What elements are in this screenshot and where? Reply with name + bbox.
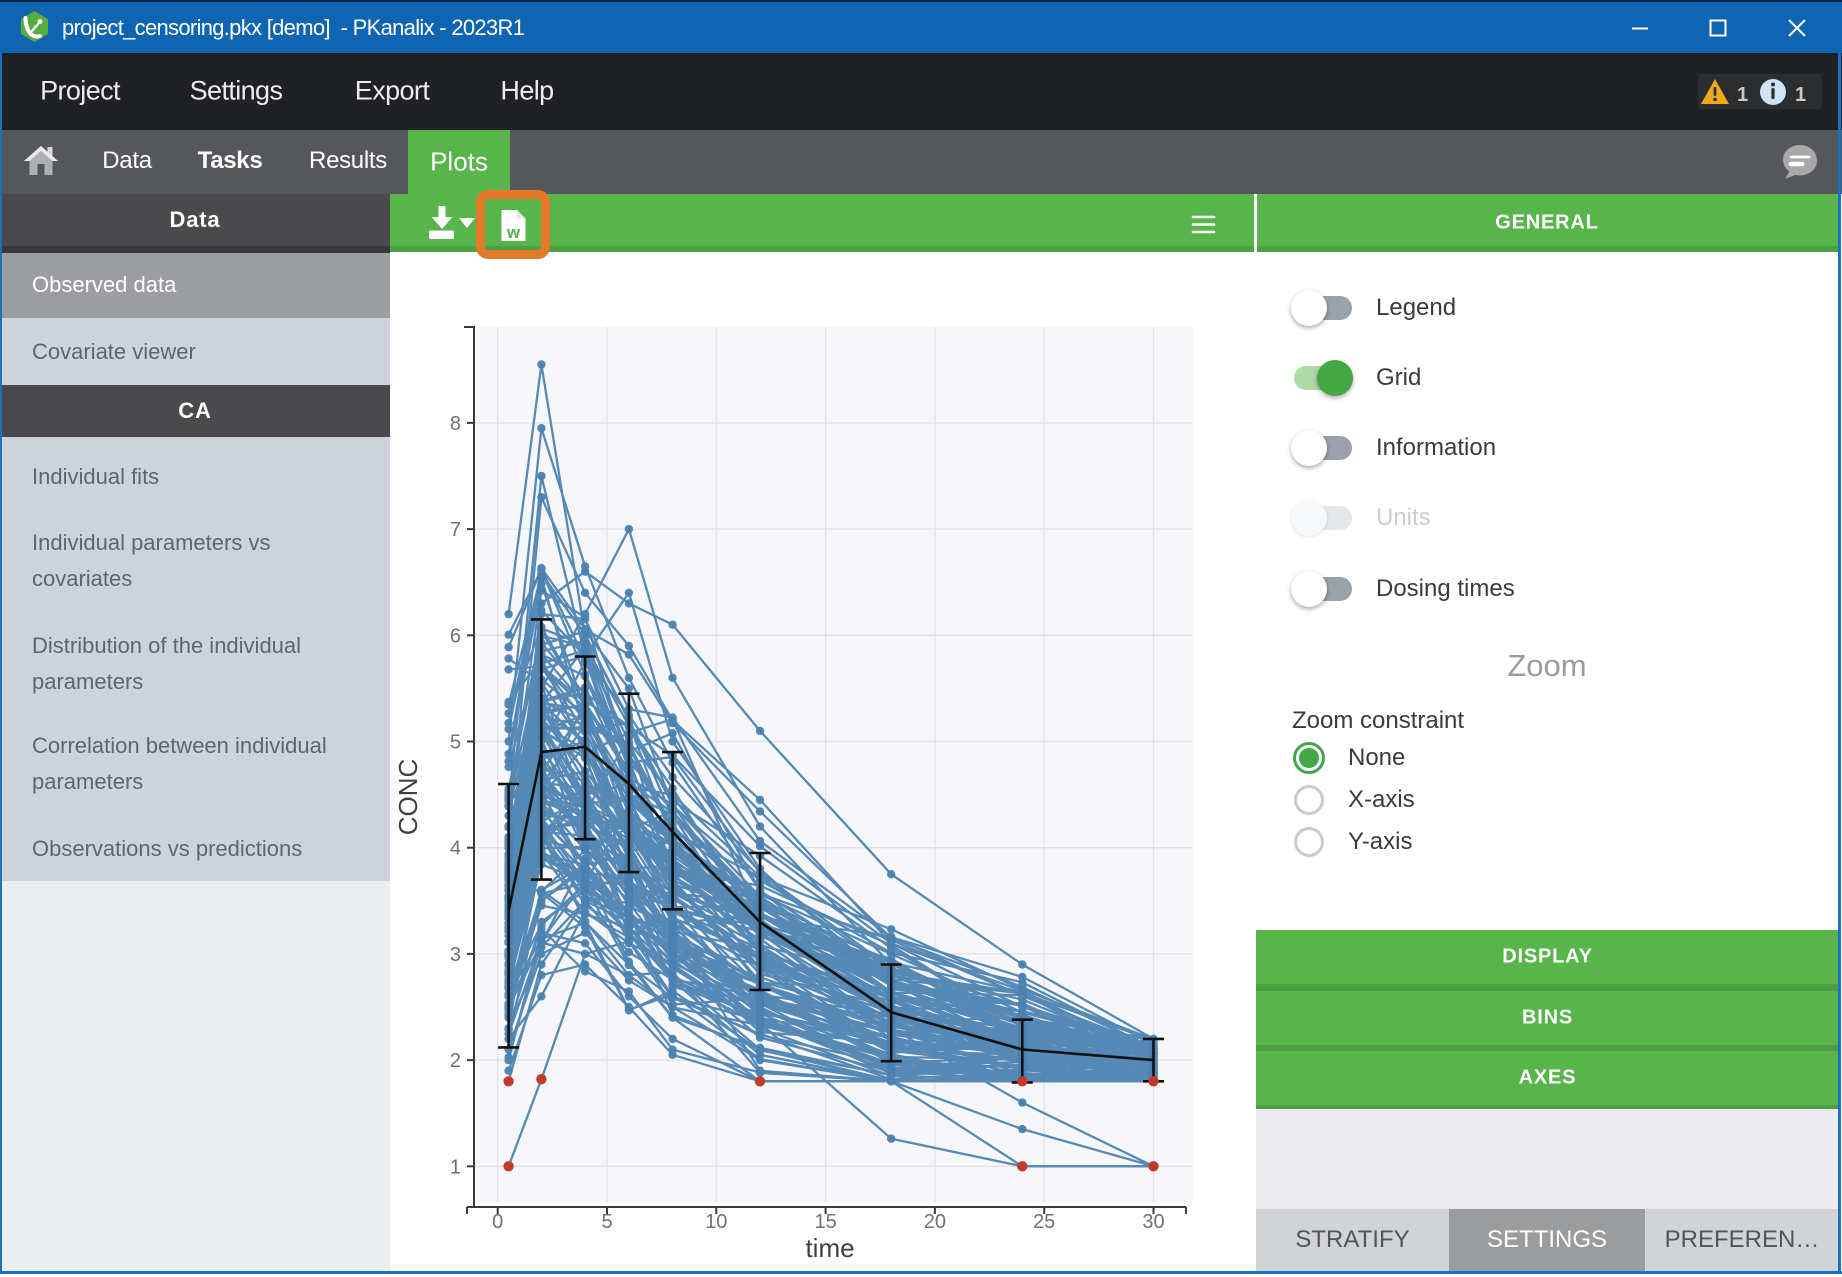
svg-text:30: 30 xyxy=(1142,1211,1164,1233)
svg-text:8: 8 xyxy=(450,413,461,435)
svg-text:6: 6 xyxy=(450,625,461,647)
svg-text:1: 1 xyxy=(1795,84,1806,106)
svg-text:w: w xyxy=(506,223,521,242)
svg-text:7: 7 xyxy=(450,519,461,541)
svg-text:20: 20 xyxy=(924,1211,946,1233)
svg-text:25: 25 xyxy=(1033,1211,1055,1233)
svg-text:CONC: CONC xyxy=(393,759,423,836)
svg-text:1: 1 xyxy=(450,1156,461,1178)
svg-text:0: 0 xyxy=(492,1211,503,1233)
svg-text:time: time xyxy=(805,1233,854,1263)
svg-text:5: 5 xyxy=(450,732,461,754)
svg-text:3: 3 xyxy=(450,944,461,966)
svg-text:5: 5 xyxy=(601,1211,612,1233)
svg-text:2: 2 xyxy=(450,1050,461,1072)
svg-text:1: 1 xyxy=(1737,84,1748,106)
svg-text:4: 4 xyxy=(450,838,461,860)
svg-text:10: 10 xyxy=(705,1211,727,1233)
svg-text:15: 15 xyxy=(814,1211,836,1233)
